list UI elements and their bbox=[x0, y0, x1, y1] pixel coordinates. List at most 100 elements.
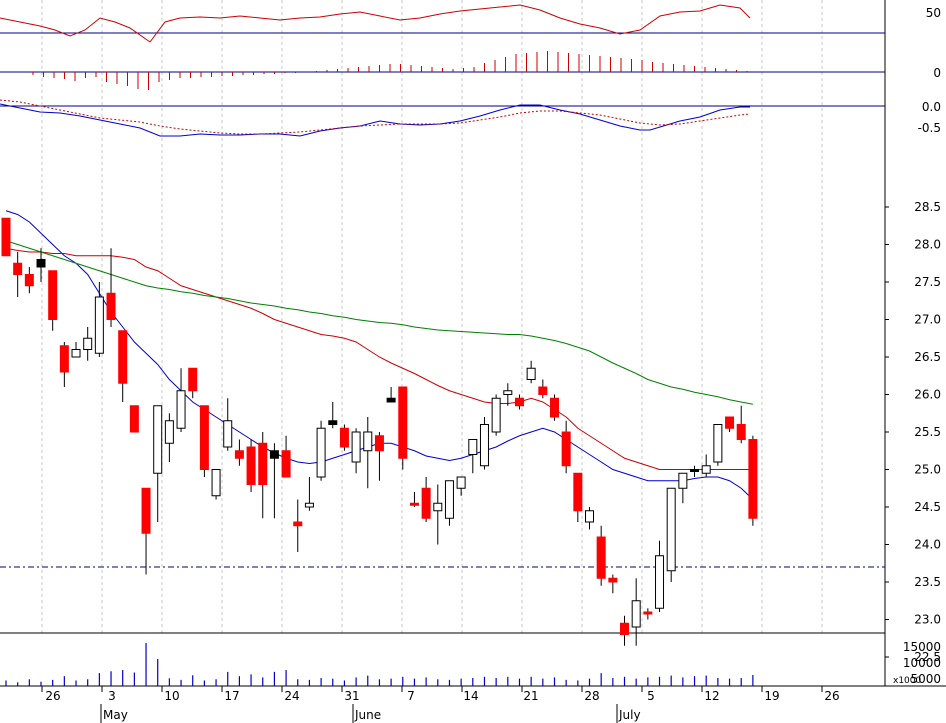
candle-body bbox=[71, 349, 81, 358]
candle-body bbox=[199, 405, 209, 470]
candle-body bbox=[281, 450, 291, 478]
candle-body bbox=[444, 480, 454, 519]
macd-panel bbox=[0, 99, 751, 137]
price-tick-label: 28.5 bbox=[914, 200, 941, 214]
day-label: 28 bbox=[584, 689, 599, 703]
candle-body bbox=[48, 270, 58, 320]
candle-body bbox=[631, 600, 641, 628]
day-label: 12 bbox=[704, 689, 719, 703]
candle-body bbox=[269, 450, 279, 459]
day-label: 21 bbox=[523, 689, 538, 703]
candle-body bbox=[538, 386, 548, 395]
volume-unit-label: x1000 bbox=[893, 676, 922, 686]
y-axis-labels: 28.5 28.0 27.5 27.0 26.5 26.0 25.5 25.0 24.5 24.0… bbox=[885, 6, 941, 686]
candle-body bbox=[549, 397, 559, 418]
candle-body bbox=[141, 487, 151, 534]
price-tick-label: 24.5 bbox=[914, 500, 941, 514]
candle-body bbox=[468, 439, 478, 455]
volume-tick-label: 5000 bbox=[910, 672, 941, 686]
day-label: 3 bbox=[108, 689, 116, 703]
macd-line bbox=[0, 103, 750, 137]
candle-body bbox=[258, 442, 268, 485]
month-label: June bbox=[354, 708, 381, 722]
price-tick-label: 25.0 bbox=[914, 463, 941, 477]
candle-body bbox=[246, 446, 256, 485]
candle-body bbox=[573, 472, 583, 512]
day-label: 17 bbox=[224, 689, 239, 703]
candle-body bbox=[479, 424, 489, 467]
price-panel bbox=[0, 210, 885, 646]
candle-body bbox=[339, 427, 349, 448]
candle-body bbox=[211, 469, 221, 497]
moving-average-line bbox=[5, 240, 753, 405]
candle-body bbox=[491, 397, 501, 433]
candle-body bbox=[13, 262, 23, 275]
candle-body bbox=[36, 259, 46, 268]
moving-average-line bbox=[5, 247, 753, 470]
candle-body bbox=[106, 292, 116, 320]
oscillator-tick-label: 50 bbox=[926, 6, 941, 20]
candle-body bbox=[293, 521, 303, 527]
histogram-panel bbox=[32, 51, 748, 90]
day-label: 26 bbox=[824, 689, 839, 703]
volume-panel bbox=[5, 643, 754, 686]
candle-body bbox=[328, 420, 338, 425]
price-tick-label: 23.5 bbox=[914, 575, 941, 589]
candle-body bbox=[713, 424, 723, 463]
candle-body bbox=[153, 405, 163, 474]
day-label: 10 bbox=[164, 689, 179, 703]
candle-body bbox=[678, 472, 688, 489]
candle-body bbox=[129, 405, 139, 433]
candle-body bbox=[24, 274, 34, 287]
price-tick-label: 25.5 bbox=[914, 425, 941, 439]
candle-body bbox=[94, 296, 104, 354]
day-label: 14 bbox=[463, 689, 478, 703]
candle-body bbox=[736, 424, 746, 440]
candle-body bbox=[1, 217, 11, 257]
candle-body bbox=[351, 431, 361, 463]
candle-body bbox=[118, 330, 128, 384]
day-label: 19 bbox=[764, 689, 779, 703]
candle-body bbox=[690, 469, 700, 472]
candle-body bbox=[398, 386, 408, 459]
oscillator-line bbox=[0, 4, 751, 43]
price-tick-label: 26.0 bbox=[914, 388, 941, 402]
macd-tick-label: 0.0 bbox=[922, 100, 941, 114]
histogram-tick-label: 0 bbox=[933, 66, 941, 80]
candle-body bbox=[304, 502, 314, 508]
candle-body bbox=[503, 390, 513, 395]
candle-body bbox=[223, 420, 233, 448]
candle-body bbox=[234, 450, 244, 459]
candle-body bbox=[188, 367, 198, 392]
candle-body bbox=[748, 439, 758, 519]
candle-body bbox=[456, 476, 466, 489]
candle-body bbox=[526, 367, 536, 380]
price-tick-label: 27.5 bbox=[914, 275, 941, 289]
month-label: July bbox=[618, 708, 641, 722]
month-label: May bbox=[103, 708, 128, 722]
candle-body bbox=[561, 431, 571, 467]
day-label: 5 bbox=[647, 689, 655, 703]
candle-body bbox=[608, 577, 618, 583]
candle-body bbox=[725, 416, 735, 429]
oscillator-panel bbox=[0, 4, 751, 43]
candle-body bbox=[596, 536, 606, 579]
price-tick-label: 28.0 bbox=[914, 238, 941, 252]
candle-body bbox=[620, 622, 630, 635]
day-label: 31 bbox=[344, 689, 359, 703]
price-tick-label: 27.0 bbox=[914, 313, 941, 327]
volume-tick-label: 10000 bbox=[903, 656, 941, 670]
macd-tick-label: -0.5 bbox=[918, 121, 941, 135]
candle-body bbox=[514, 397, 524, 407]
candle-body bbox=[176, 390, 186, 429]
candle-body bbox=[701, 465, 711, 474]
candle-body bbox=[363, 431, 373, 452]
x-axis-labels: 26 3 10 17 24 31 7 14 21 28 5 12 19 26 May June July bbox=[41, 686, 840, 723]
candle-body bbox=[655, 555, 665, 609]
candle-body bbox=[643, 611, 653, 615]
price-tick-label: 24.0 bbox=[914, 538, 941, 552]
candle-body bbox=[666, 487, 676, 572]
candle-body bbox=[59, 345, 69, 373]
